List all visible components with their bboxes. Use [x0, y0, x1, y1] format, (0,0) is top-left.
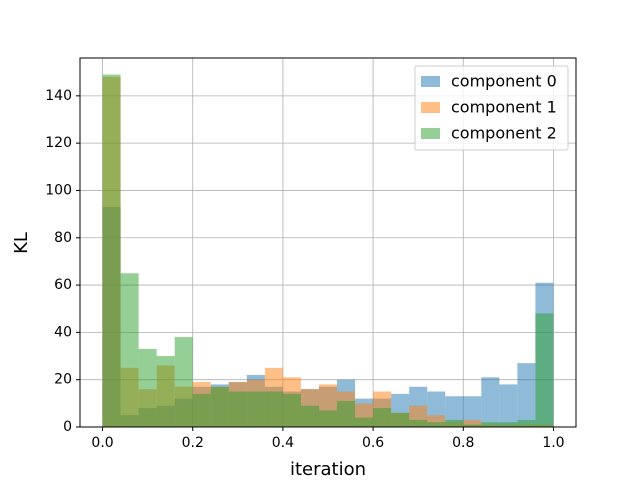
histogram-bar: [463, 419, 482, 427]
histogram-bar: [246, 391, 265, 427]
histogram-bar: [282, 393, 301, 427]
x-tick-label: 0.6: [362, 435, 384, 451]
histogram-bar: [138, 348, 157, 427]
legend-label: component 2: [451, 124, 557, 143]
histogram-bar: [337, 400, 356, 427]
histogram-bar: [391, 412, 410, 427]
y-tick-label: 120: [45, 135, 72, 151]
y-tick-label: 20: [54, 372, 72, 388]
legend-swatch: [421, 76, 440, 87]
y-tick-label: 60: [54, 277, 72, 293]
legend-label: component 0: [451, 72, 557, 91]
histogram-bar: [463, 424, 482, 427]
histogram-bar: [427, 415, 446, 427]
x-tick-label: 1.0: [542, 435, 564, 451]
histogram-bar: [535, 313, 554, 427]
histogram-bar: [120, 273, 139, 427]
histogram-bar: [156, 356, 175, 427]
histogram-bar: [409, 419, 428, 427]
legend-box: [414, 65, 569, 151]
histogram-bar: [102, 74, 121, 428]
histogram-bar: [192, 393, 211, 427]
histogram-bar: [300, 405, 319, 427]
histogram-bar: [264, 391, 283, 427]
histogram-bar: [499, 422, 518, 427]
histogram-bar: [210, 386, 229, 427]
histogram-bar: [517, 419, 536, 427]
histogram-bar: [318, 410, 338, 427]
y-tick-label: 80: [54, 230, 72, 246]
histogram-bar: [355, 417, 374, 427]
x-tick-label: 0.8: [452, 435, 474, 451]
histogram-bar: [445, 419, 464, 427]
plot-frame: [79, 57, 577, 428]
histogram-bar: [499, 384, 518, 427]
histogram-bar: [373, 408, 392, 427]
y-tick-label: 140: [45, 88, 72, 104]
x-axis-label: iteration: [290, 459, 366, 480]
y-tick-label: 40: [54, 324, 72, 340]
y-tick-label: 0: [63, 419, 72, 435]
histogram-bar: [517, 363, 536, 427]
histogram-bar: [427, 422, 446, 427]
legend-swatch: [421, 102, 440, 113]
histogram-bar: [481, 377, 500, 427]
x-tick-label: 0.4: [272, 435, 294, 451]
x-tick-label: 0.0: [91, 435, 113, 451]
y-axis-label: KL: [11, 232, 32, 254]
y-tick-label: 100: [45, 182, 72, 198]
histogram-bar: [481, 422, 500, 427]
histogram-bar: [445, 396, 464, 427]
histogram-bar: [174, 337, 193, 427]
histogram-bar: [228, 391, 247, 427]
legend-label: component 1: [451, 98, 557, 117]
x-tick-label: 0.2: [182, 435, 204, 451]
histogram-bar: [463, 396, 482, 427]
legend-swatch: [421, 128, 440, 139]
